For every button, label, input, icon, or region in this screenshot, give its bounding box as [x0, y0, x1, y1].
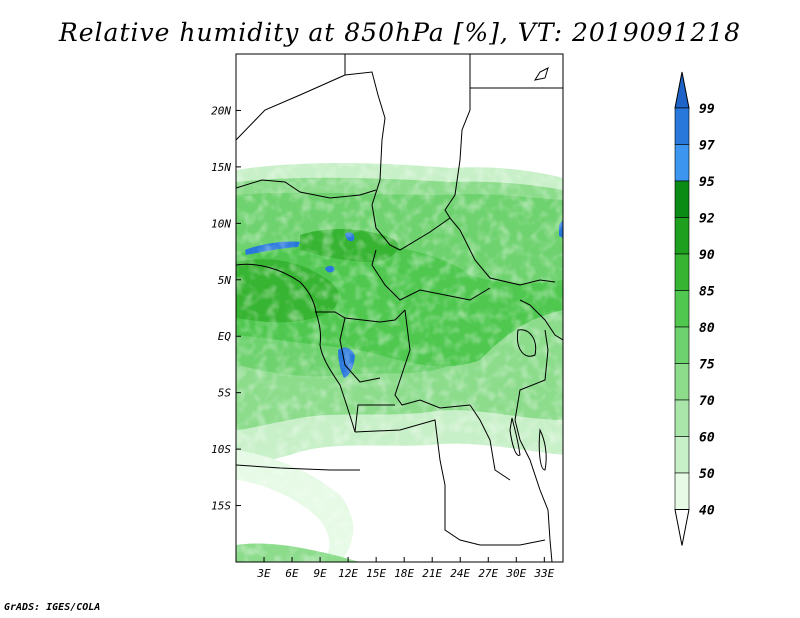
border-line: [354, 419, 546, 546]
colorbar-label: 90: [699, 248, 715, 263]
lon-tick-label: 21E: [422, 567, 442, 580]
border-line: [519, 299, 563, 341]
border-line: [344, 71, 386, 229]
humidity-field: [236, 54, 563, 562]
border-line: [375, 217, 556, 286]
border-line: [339, 317, 381, 383]
lat-tick-label: 20N: [211, 104, 231, 117]
border-line: [354, 404, 395, 433]
border-line: [315, 309, 406, 323]
colorbar-segment: [674, 472, 690, 510]
border-line: [236, 179, 377, 199]
colorbar-bottom-arrow: [674, 509, 690, 546]
lon-tick-label: 18E: [394, 567, 414, 580]
lat-tick-label: 10N: [211, 217, 231, 230]
lon-tick-label: 30E: [505, 567, 526, 580]
lat-tick-label: EQ: [218, 330, 232, 343]
lon-tick-label: 27E: [478, 567, 498, 580]
axis-tick-labels: 3E 6E 9E 12E 15E 18E 21E 24E 27E 30E 33E 20N 15N 10N 5…: [211, 104, 554, 580]
colorbar-segment: [674, 217, 690, 255]
lake-outline: [509, 417, 521, 456]
lon-tick-label: 12E: [338, 567, 358, 580]
colorbar: 99 97 95 92 90 85 80 75 70 60 50 40: [674, 71, 715, 546]
lat-tick-label: 15N: [211, 161, 231, 174]
colorbar-segment: [674, 399, 690, 437]
map-frame: [235, 53, 564, 563]
border-line: [236, 54, 346, 141]
border-line: [236, 464, 360, 471]
colorbar-label: 99: [699, 102, 715, 117]
lon-tick-label: 9E: [313, 567, 327, 580]
colorbar-label: 50: [699, 467, 715, 482]
lat-tick-label: 10S: [211, 443, 231, 456]
lon-tick-label: 15E: [366, 567, 386, 580]
lon-tick-label: 24E: [450, 567, 470, 580]
country-borders: [236, 54, 563, 562]
colorbar-label: 75: [699, 358, 715, 373]
colorbar-segment: [674, 326, 690, 364]
colorbar-segment: [674, 363, 690, 401]
border-line: [514, 329, 553, 562]
colorbar-label: 85: [699, 285, 715, 300]
lon-tick-label: 33E: [533, 567, 554, 580]
lat-tick-label: 15S: [211, 500, 231, 513]
coastline-west-africa: [236, 263, 356, 433]
border-line: [371, 249, 491, 301]
lat-tick-label: 5S: [218, 387, 232, 400]
colorbar-segment: [674, 107, 690, 145]
border-line: [444, 159, 461, 219]
lake-outline: [516, 329, 537, 357]
chart-title: Relative humidity at 850hPa [%], VT: 201…: [58, 18, 742, 47]
lon-tick-label: 6E: [285, 567, 299, 580]
lat-tick-label: 5N: [218, 274, 232, 287]
colorbar-label: 60: [699, 431, 715, 446]
border-line: [459, 54, 471, 161]
lake-outline: [538, 428, 547, 471]
lon-tick-label: 3E: [256, 567, 271, 580]
colorbar-segment: [674, 180, 690, 218]
border-line: [394, 309, 471, 409]
colorbar-segment: [674, 253, 690, 291]
colorbar-segment: [674, 436, 690, 474]
lake-outline: [533, 67, 549, 81]
border-line: [469, 404, 511, 481]
colorbar-segment: [674, 144, 690, 182]
colorbar-label: 70: [699, 394, 715, 409]
colorbar-label: 95: [699, 175, 715, 190]
axis-ticks: [236, 109, 545, 562]
colorbar-top-arrow: [674, 71, 690, 109]
colorbar-label: 92: [699, 212, 715, 227]
colorbar-label: 80: [699, 321, 715, 336]
colorbar-label: 40: [699, 504, 715, 519]
colorbar-label: 97: [699, 139, 715, 154]
footer-credit: GrADS: IGES/COLA: [4, 602, 101, 613]
colorbar-segment: [674, 290, 690, 328]
